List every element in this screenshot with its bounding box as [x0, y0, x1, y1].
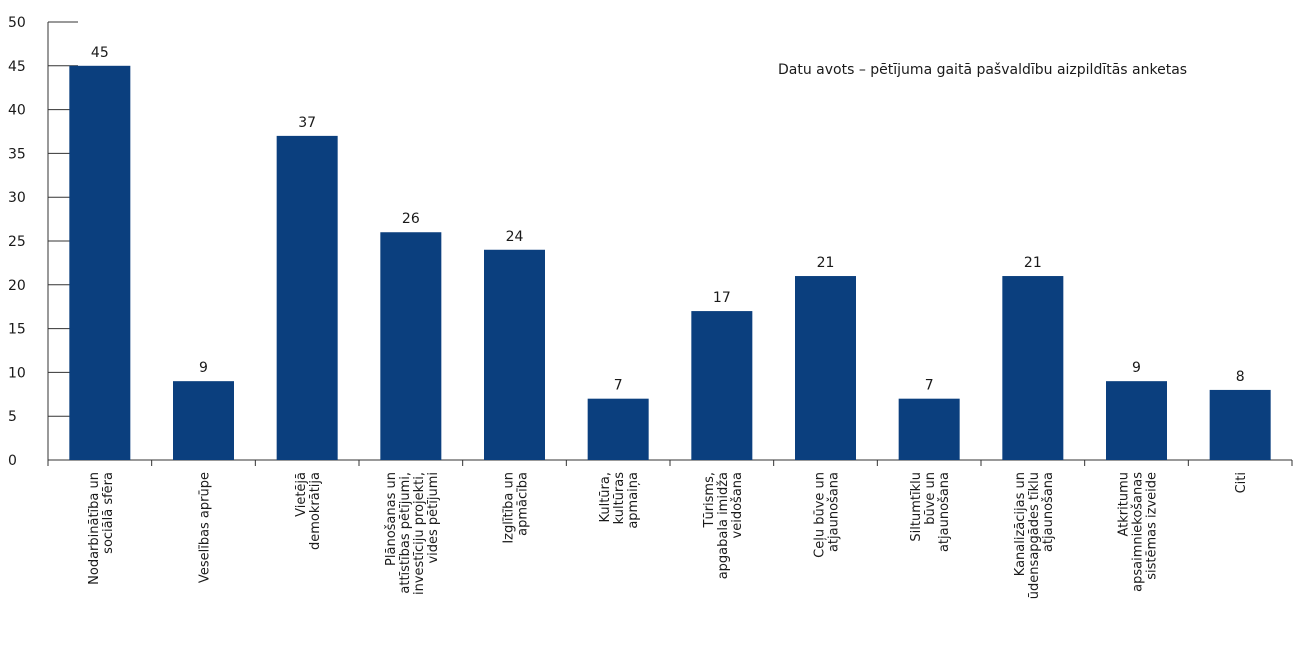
x-tick-label-line: Kultūra,	[598, 472, 613, 523]
bar	[380, 232, 442, 460]
x-tick-label-line: apmācība	[516, 472, 531, 536]
x-tick-label-line: apsaimniekošanas	[1131, 472, 1146, 592]
x-tick-label: Veselības aprūpe	[198, 472, 213, 583]
x-tick-label-line: investīciju projekti,	[412, 472, 427, 595]
x-tick-label-line: Nodarbinātība un	[87, 472, 102, 585]
x-tick-label: Tūrisms, apgabala imidža veidošana	[702, 472, 745, 579]
x-tick-label-line: vides pētījumi	[426, 472, 441, 564]
x-tick-label: Plānošanas un attīstības pētījumi, investī…	[384, 472, 441, 595]
x-tick-label-line: sociālā sfēra	[101, 472, 116, 554]
x-tick-label-line: Vietējā	[294, 472, 309, 517]
y-tick-label: 10	[8, 365, 26, 381]
y-tick-label: 45	[8, 59, 26, 75]
bar	[587, 398, 649, 460]
x-tick-label: Citi	[1234, 472, 1249, 493]
bar	[173, 381, 234, 460]
x-tick-label-line: ūdensapgādes tīklu	[1027, 472, 1042, 599]
data-label: 8	[1236, 369, 1245, 385]
x-tick-label: Siltumtīklu būve un atjaunošana	[909, 472, 952, 552]
y-tick-label: 40	[8, 103, 26, 119]
y-tick-label: 20	[8, 278, 26, 294]
bar	[276, 135, 338, 460]
x-tick-label-line: Plānošanas un	[384, 472, 399, 566]
x-tick-label-line: Izglītība un	[502, 472, 517, 544]
x-tick-label: Izglītība un apmācība	[502, 472, 531, 544]
x-tick-label-line: Kanalizācijas un	[1013, 472, 1028, 576]
bar	[69, 65, 131, 461]
x-tick-label: Ceļu būve un atjaunošana	[813, 472, 842, 558]
x-tick-label: Kanalizācijas un ūdensapgādes tīklu atjaun…	[1013, 472, 1056, 599]
y-tick-label: 50	[8, 15, 26, 31]
x-tick-label-line: atjaunošana	[827, 472, 842, 552]
y-tick-label: 5	[8, 409, 17, 425]
data-label: 37	[298, 115, 316, 131]
bar	[1106, 381, 1167, 460]
bar	[795, 276, 856, 460]
data-label: 21	[1024, 255, 1042, 271]
data-label: 17	[713, 290, 731, 306]
data-label: 45	[91, 45, 109, 61]
x-tick-label-line: Ceļu būve un	[813, 472, 828, 558]
x-tick-label-line: Citi	[1234, 472, 1249, 493]
x-tick-label-line: Veselības aprūpe	[198, 472, 213, 583]
x-tick-label: Atkritumu apsaimniekošanas sistēmas izveid…	[1117, 472, 1160, 592]
bar	[898, 398, 960, 460]
x-tick-label-line: attīstības pētījumi,	[398, 472, 413, 594]
x-tick-label: Kultūra, kultūras apmaiņa	[598, 472, 641, 529]
x-tick-label-line: atjaunošana	[1041, 472, 1056, 552]
data-label: 7	[925, 378, 934, 394]
y-tick-label: 35	[8, 146, 26, 162]
y-tick-label: 15	[8, 322, 26, 338]
x-tick-label-line: Siltumtīklu	[909, 472, 924, 542]
data-label: 7	[614, 378, 623, 394]
x-tick-label-line: sistēmas izveide	[1145, 472, 1160, 580]
x-tick-label-line: veidošana	[730, 472, 745, 538]
x-tick-label-line: būve un	[923, 472, 938, 525]
y-tick-label: 25	[8, 234, 26, 250]
x-tick-label-line: Atkritumu	[1117, 472, 1132, 537]
bar	[1209, 389, 1271, 460]
bar	[691, 311, 753, 460]
x-tick-label-line: demokrātija	[308, 472, 323, 550]
data-label: 24	[506, 229, 524, 245]
x-tick-label-line: apmaiņa	[626, 472, 641, 529]
x-tick-label-line: atjaunošana	[937, 472, 952, 552]
x-tick-label-line: apgabala imidža	[716, 472, 731, 579]
data-label: 21	[817, 255, 835, 271]
y-tick-label: 0	[8, 453, 17, 469]
x-tick-label-line: Tūrisms,	[702, 472, 717, 528]
data-source-note: Datu avots – pētījuma gaitā pašvaldību a…	[778, 62, 1188, 78]
x-tick-label: Nodarbinātība un sociālā sfēra	[87, 472, 116, 585]
x-tick-label-line: kultūras	[612, 472, 627, 525]
data-label: 26	[402, 211, 420, 227]
bar	[1002, 276, 1064, 460]
x-tick-label: Vietējā demokrātija	[294, 472, 323, 550]
bar	[484, 249, 545, 460]
data-label: 9	[199, 360, 208, 376]
y-tick-label: 30	[8, 190, 26, 206]
data-label: 9	[1132, 360, 1141, 376]
